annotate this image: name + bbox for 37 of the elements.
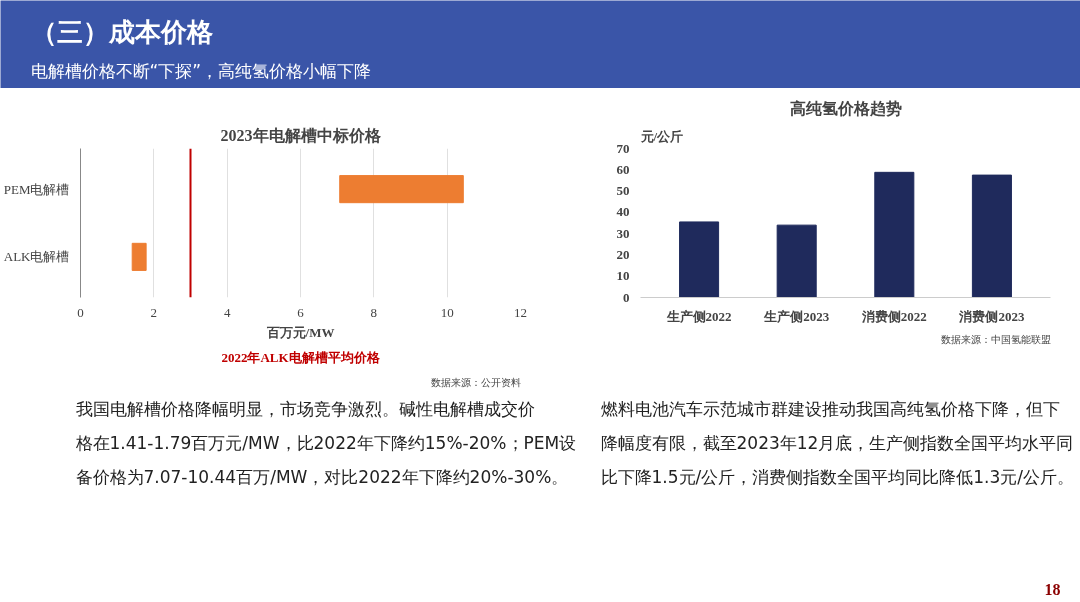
x-axis-title: 百万元/MW [265, 324, 335, 340]
source-note: 数据来源：公开资料 [430, 376, 521, 388]
x-tick-label: 生产侧2022 [665, 308, 732, 324]
x-tick-label: 消费侧2023 [958, 308, 1025, 324]
x-tick-label: 生产侧2023 [763, 308, 830, 324]
text: 电解槽价格不断“下探”，高纯氢价格小幅下降 [30, 60, 372, 81]
y-axis-title: 元/公斤 [639, 128, 684, 144]
y-tick-label: PEM电解槽 [3, 181, 70, 197]
y-tick-label: 50 [616, 183, 630, 199]
x-tick-label: 0 [77, 304, 84, 320]
text: 18 [1044, 580, 1061, 598]
x-tick-label: 12 [514, 304, 527, 320]
chart-title: 高纯氢价格趋势 [789, 98, 902, 117]
y-tick-label: 60 [616, 161, 630, 177]
text: 燃料电池汽车示范城市群建设推动我国高纯氢价格下降，但下降幅度有限，截至2023年12月底，生产侧指数全国平均水平同比下降1.5元/公斤，消费侧指数全国平均同比降低1.3元/公斤。 [600, 398, 1075, 487]
bar [679, 221, 720, 298]
chart-title: 2023年电解槽中标价格 [220, 126, 382, 144]
y-tick-label: 10 [616, 268, 630, 284]
ref-line-label: 2022年ALK电解槽平均价格 [221, 349, 381, 365]
x-tick-label: 10 [440, 304, 454, 320]
bar [971, 174, 1012, 298]
source-note: 数据来源：中国氢能联盟 [940, 333, 1051, 345]
y-tick-label: 40 [616, 204, 630, 220]
x-tick-label: 消费侧2022 [860, 308, 927, 324]
bar [874, 171, 915, 298]
y-tick-label: ALK电解槽 [3, 249, 70, 265]
y-tick-label: 30 [616, 225, 630, 241]
bar [776, 224, 817, 298]
x-tick-label: 6 [297, 304, 305, 320]
y-tick-label: 20 [616, 246, 630, 262]
y-tick-label: 70 [616, 140, 630, 156]
x-tick-label: 8 [370, 304, 378, 320]
text: （三）成本价格 [30, 16, 213, 47]
x-tick-label: 4 [223, 304, 231, 320]
text: 我国电解槽价格降幅明显，市场竞争激烈。碱性电解槽成交价格在1.41-1.79百万元/MW，比2022年下降约15%-20%；PEM设备价格为7.07-10.44百万/MW，对比2022年下降约20%-30%。 [74, 398, 577, 487]
x-tick-label: 2 [150, 304, 158, 320]
y-tick-label: 0 [623, 289, 630, 305]
